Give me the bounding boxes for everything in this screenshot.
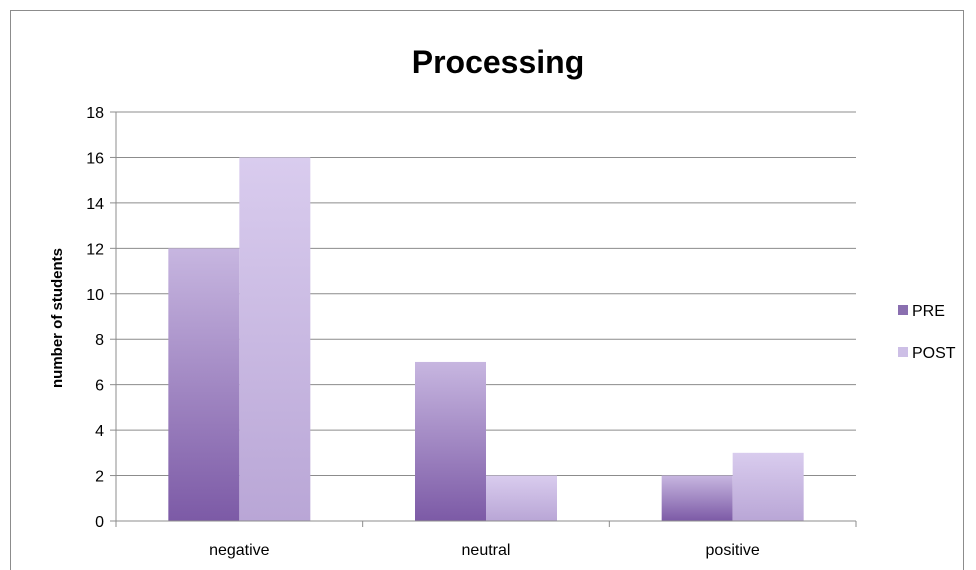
y-tick-label: 8	[95, 332, 104, 349]
legend-label-post: POST	[912, 345, 956, 362]
bar-pre-neutral	[415, 361, 486, 521]
y-tick-label: 6	[95, 378, 104, 395]
x-tick-label: positive	[706, 542, 760, 559]
y-tick-label: 2	[95, 469, 104, 486]
y-tick-label: 0	[95, 514, 104, 531]
bar-post-negative	[239, 157, 311, 521]
x-tick-label: neutral	[462, 542, 511, 559]
y-tick-label: 10	[86, 287, 104, 304]
y-tick-label: 14	[86, 196, 104, 213]
legend-swatch-post	[898, 347, 908, 357]
x-tick-label: negative	[209, 542, 270, 559]
bar-post-positive	[732, 452, 804, 521]
y-axis-label: number of students	[49, 248, 66, 388]
legend-swatch-pre	[898, 305, 908, 315]
y-tick-label: 12	[86, 241, 104, 258]
y-tick-label: 4	[95, 423, 104, 440]
y-tick-label: 16	[86, 150, 104, 167]
chart-title: Processing	[412, 44, 585, 80]
legend-label-pre: PRE	[912, 303, 945, 320]
y-tick-label: 18	[86, 105, 104, 122]
bar-pre-positive	[661, 475, 733, 521]
bar-pre-negative	[168, 248, 240, 522]
bar-post-neutral	[486, 475, 557, 521]
